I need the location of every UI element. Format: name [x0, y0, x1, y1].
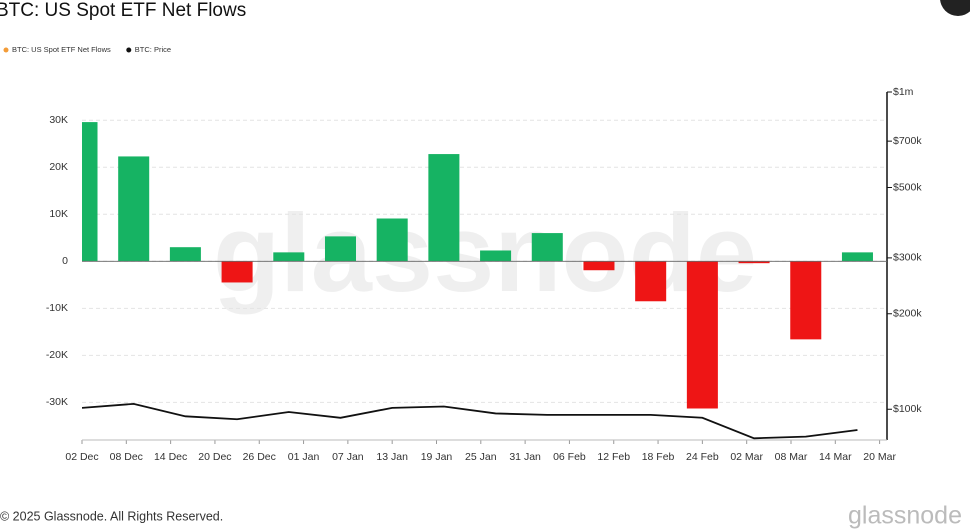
y2-tick-label: $500k — [893, 181, 922, 193]
y2-tick-label: $300k — [893, 252, 922, 264]
x-tick-label: 31 Jan — [509, 451, 541, 463]
x-tick-label: 24 Feb — [686, 451, 719, 463]
expand-button[interactable] — [940, 0, 970, 16]
x-tick-label: 01 Jan — [288, 451, 320, 463]
bar — [376, 218, 408, 262]
y-tick-label: -20K — [46, 349, 68, 361]
y-tick-label: 30K — [49, 114, 68, 126]
bar — [169, 247, 201, 262]
x-tick-label: 19 Jan — [421, 451, 453, 463]
logo: glassnode — [848, 502, 962, 530]
y2-tick-label: $1m — [893, 86, 914, 98]
x-tick-label: 20 Dec — [198, 451, 231, 463]
x-tick-label: 14 Dec — [154, 451, 187, 463]
x-tick-label: 14 Mar — [819, 451, 852, 463]
bar — [82, 122, 98, 262]
x-tick-label: 25 Jan — [465, 451, 497, 463]
y-tick-label: 20K — [49, 161, 68, 173]
bar — [790, 261, 822, 340]
x-tick-label: 18 Feb — [642, 451, 675, 463]
legend-dot — [126, 47, 132, 53]
bar — [273, 252, 305, 262]
x-tick-label: 07 Jan — [332, 451, 364, 463]
x-tick-label: 26 Dec — [243, 451, 276, 463]
bar — [428, 154, 460, 262]
bar — [583, 261, 615, 271]
x-tick-label: 06 Feb — [553, 451, 586, 463]
y-tick-label: 0 — [62, 255, 68, 267]
bar — [480, 250, 512, 262]
bar — [221, 261, 253, 283]
x-tick-label: 02 Dec — [65, 451, 98, 463]
price-line — [82, 402, 858, 440]
bar — [738, 261, 770, 264]
bar — [531, 233, 563, 262]
bar — [635, 261, 667, 302]
legend-dot — [3, 47, 9, 53]
legend-label: BTC: US Spot ETF Net Flows — [12, 45, 111, 54]
y2-tick-label: $700k — [893, 135, 922, 147]
y2-tick-label: $100k — [893, 403, 922, 415]
y-tick-label: -10K — [46, 302, 68, 314]
y2-tick-label: $200k — [893, 308, 922, 320]
x-tick-label: 08 Dec — [110, 451, 143, 463]
bar — [686, 261, 718, 409]
x-tick-label: 08 Mar — [775, 451, 808, 463]
x-tick-label: 20 Mar — [863, 451, 896, 463]
footer: © 2025 Glassnode. All Rights Reserved. — [0, 509, 223, 523]
chart-title: BTC: US Spot ETF Net Flows — [0, 0, 246, 21]
y-tick-label: -30K — [46, 396, 68, 408]
bar — [118, 156, 150, 262]
x-tick-label: 02 Mar — [730, 451, 763, 463]
x-tick-label: 12 Feb — [597, 451, 630, 463]
bar — [324, 236, 356, 262]
legend-label: BTC: Price — [135, 45, 171, 54]
y-tick-label: 10K — [49, 208, 68, 220]
bar — [841, 252, 873, 262]
x-tick-label: 13 Jan — [376, 451, 408, 463]
